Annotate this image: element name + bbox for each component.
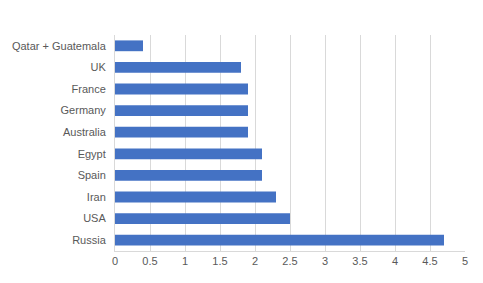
svg-text:4: 4 — [392, 255, 398, 267]
svg-text:1.5: 1.5 — [212, 255, 227, 267]
svg-text:0.5: 0.5 — [142, 255, 157, 267]
svg-text:Iran: Iran — [87, 191, 106, 203]
svg-text:2: 2 — [252, 255, 258, 267]
svg-text:Qatar + Guatemala: Qatar + Guatemala — [12, 40, 107, 52]
svg-text:3.5: 3.5 — [352, 255, 367, 267]
svg-text:France: France — [72, 83, 106, 95]
svg-text:Egypt: Egypt — [78, 148, 106, 160]
svg-text:UK: UK — [91, 61, 107, 73]
svg-text:3: 3 — [322, 255, 328, 267]
svg-text:Germany: Germany — [61, 104, 107, 116]
svg-text:0: 0 — [112, 255, 118, 267]
svg-text:5: 5 — [462, 255, 468, 267]
svg-text:Australia: Australia — [63, 126, 107, 138]
svg-text:2.5: 2.5 — [282, 255, 297, 267]
svg-text:Spain: Spain — [78, 169, 106, 181]
svg-text:1: 1 — [182, 255, 188, 267]
svg-text:USA: USA — [83, 212, 106, 224]
svg-text:Russia: Russia — [72, 234, 107, 246]
svg-text:4.5: 4.5 — [422, 255, 437, 267]
